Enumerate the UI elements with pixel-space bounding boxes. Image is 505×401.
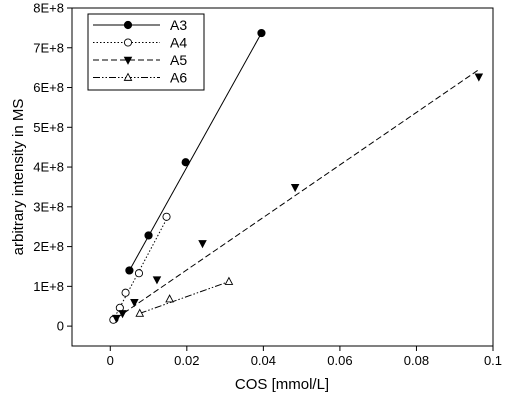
data-point: [181, 158, 190, 167]
data-point: [257, 28, 266, 38]
legend-marker: [123, 56, 133, 65]
data-point: [144, 231, 153, 240]
x-tick-label: 0.04: [251, 353, 276, 368]
legend-label: A6: [170, 70, 187, 86]
data-point: [224, 276, 234, 285]
data-point: [134, 269, 144, 278]
series-a5: [112, 69, 484, 323]
y-tick-label: 3E+8: [33, 199, 64, 214]
series-a4: [109, 212, 171, 324]
legend-marker: [123, 20, 133, 30]
y-tick-label: 2E+8: [33, 239, 64, 254]
x-tick-label: 0.06: [327, 353, 352, 368]
legend-marker: [123, 38, 133, 47]
y-tick-label: 1E+8: [33, 279, 64, 294]
legend-label: A3: [170, 17, 187, 33]
x-axis: 0 0.02 0.04 0.06 0.08 0.1: [107, 346, 502, 368]
data-point: [130, 298, 139, 308]
x-tick-label: 0.1: [484, 353, 502, 368]
legend-marker: [123, 72, 133, 81]
data-point: [112, 314, 121, 323]
y-tick-label: 6E+8: [33, 80, 64, 95]
data-point: [125, 266, 134, 275]
y-axis-title: arbitrary intensity in MS: [10, 99, 27, 256]
data-point: [152, 276, 162, 285]
y-tick-label: 7E+8: [33, 40, 64, 55]
y-tick-label: 0: [57, 319, 64, 334]
data-point: [118, 310, 127, 319]
legend-label: A4: [170, 35, 187, 51]
x-tick-label: 0: [107, 353, 114, 368]
trend-line: [139, 281, 230, 314]
y-tick-label: 4E+8: [33, 160, 64, 175]
data-point: [474, 73, 484, 82]
x-axis-title: COS [mmol/L]: [235, 376, 329, 393]
series-a6: [135, 276, 234, 317]
data-point: [165, 294, 174, 303]
trend-line: [112, 215, 169, 320]
y-tick-label: 8E+8: [33, 1, 64, 16]
y-axis: 0 1E+8 2E+8 3E+8 4E+8 5E+8 6E+8 7E+8 8E+8: [33, 1, 72, 334]
y-tick-label: 5E+8: [33, 120, 64, 135]
x-tick-label: 0.08: [404, 353, 429, 368]
x-tick-label: 0.02: [174, 353, 199, 368]
plot-frame: [71, 7, 494, 347]
trend-line: [116, 69, 480, 319]
data-point: [162, 212, 171, 221]
trend-line: [128, 32, 262, 271]
data-point: [290, 184, 300, 193]
data-point: [198, 240, 207, 249]
series-layer: [109, 28, 484, 324]
data-point: [121, 288, 130, 297]
data-point: [135, 308, 145, 317]
legend-label: A5: [170, 52, 187, 68]
